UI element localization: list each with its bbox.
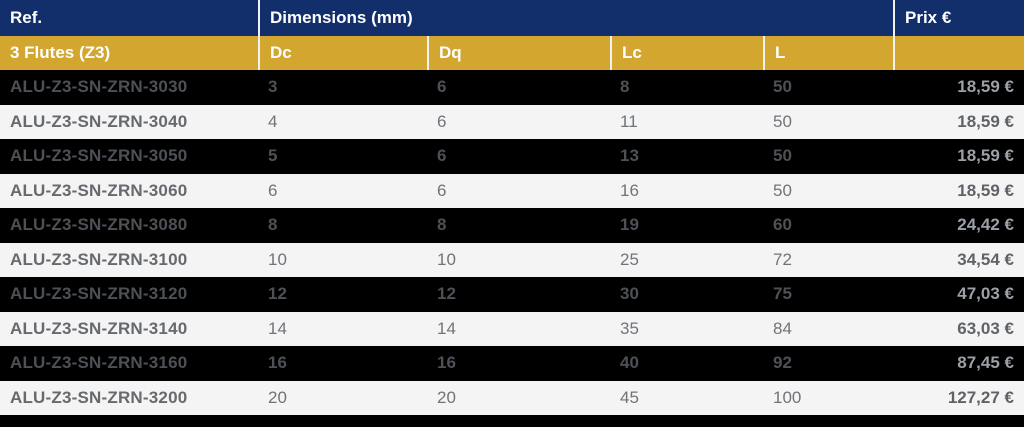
- table-row: ALU-Z3-SN-ZRN-3120 12 12 30 75 47,03 €: [0, 277, 1024, 312]
- lc-cell: 30: [620, 284, 639, 304]
- dc-cell: 16: [268, 353, 287, 373]
- dc-cell: 8: [268, 215, 278, 235]
- dq-cell: 8: [437, 215, 447, 235]
- lc-cell: 45: [620, 387, 639, 407]
- price-cell: 127,27 €: [947, 387, 1014, 407]
- price-cell: 18,59 €: [957, 146, 1014, 166]
- l-cell: 100: [773, 387, 802, 407]
- table-row: ALU-Z3-SN-ZRN-3100 10 10 25 72 34,54 €: [0, 242, 1024, 277]
- header-ref: Ref.: [10, 8, 43, 27]
- ref-cell: ALU-Z3-SN-ZRN-3060: [10, 180, 188, 200]
- l-cell: 72: [773, 249, 792, 269]
- price-cell: 63,03 €: [957, 318, 1014, 338]
- price-cell: 18,59 €: [957, 77, 1014, 97]
- ref-cell: ALU-Z3-SN-ZRN-3120: [10, 284, 188, 304]
- table-subheader-row: 3 Flutes (Z3) Dc Dq Lc L: [0, 36, 1024, 70]
- subheader-empty: [893, 36, 1024, 70]
- l-cell: 60: [773, 215, 792, 235]
- table-row: ALU-Z3-SN-ZRN-3060 6 6 16 50 18,59 €: [0, 173, 1024, 208]
- ref-cell: ALU-Z3-SN-ZRN-3080: [10, 215, 188, 235]
- dq-cell: 10: [437, 249, 456, 269]
- ref-cell: ALU-Z3-SN-ZRN-3200: [10, 387, 188, 407]
- table-row: ALU-Z3-SN-ZRN-3080 8 8 19 60 24,42 €: [0, 208, 1024, 243]
- subheader-group: 3 Flutes (Z3): [10, 43, 111, 62]
- table-row: ALU-Z3-SN-ZRN-3200 20 20 45 100 127,27 €: [0, 380, 1024, 415]
- dc-cell: 12: [268, 284, 287, 304]
- ref-cell: ALU-Z3-SN-ZRN-3160: [10, 353, 188, 373]
- table-header-row: Ref. Dimensions (mm) Prix €: [0, 0, 1024, 36]
- ref-cell: ALU-Z3-SN-ZRN-3100: [10, 249, 188, 269]
- dc-cell: 5: [268, 146, 278, 166]
- lc-cell: 11: [620, 111, 638, 131]
- dc-cell: 10: [268, 249, 287, 269]
- table-row: ALU-Z3-SN-ZRN-3030 3 6 8 50 18,59 €: [0, 70, 1024, 105]
- ref-cell: ALU-Z3-SN-ZRN-3140: [10, 318, 188, 338]
- l-cell: 50: [773, 77, 792, 97]
- lc-cell: 8: [620, 77, 630, 97]
- dc-cell: 14: [268, 318, 287, 338]
- table-row: ALU-Z3-SN-ZRN-3160 16 16 40 92 87,45 €: [0, 346, 1024, 381]
- price-cell: 18,59 €: [957, 111, 1014, 131]
- dq-cell: 14: [437, 318, 456, 338]
- dq-cell: 16: [437, 353, 456, 373]
- dc-cell: 6: [268, 180, 278, 200]
- lc-cell: 19: [620, 215, 639, 235]
- l-cell: 75: [773, 284, 792, 304]
- subheader-dc: Dc: [258, 36, 427, 70]
- l-cell: 50: [773, 146, 792, 166]
- l-cell: 50: [773, 111, 792, 131]
- dq-cell: 6: [437, 111, 447, 131]
- lc-cell: 13: [620, 146, 639, 166]
- ref-cell: ALU-Z3-SN-ZRN-3050: [10, 146, 188, 166]
- table-row: ALU-Z3-SN-ZRN-3040 4 6 11 50 18,59 €: [0, 104, 1024, 139]
- price-cell: 87,45 €: [957, 353, 1014, 373]
- lc-cell: 35: [620, 318, 639, 338]
- ref-cell: ALU-Z3-SN-ZRN-3040: [10, 111, 188, 131]
- dc-cell: 4: [268, 111, 278, 131]
- price-cell: 18,59 €: [957, 180, 1014, 200]
- dc-cell: 3: [268, 77, 278, 97]
- l-cell: 84: [773, 318, 792, 338]
- table-row-partial: [0, 415, 1024, 427]
- table-row: ALU-Z3-SN-ZRN-3140 14 14 35 84 63,03 €: [0, 311, 1024, 346]
- dq-cell: 6: [437, 180, 447, 200]
- price-cell: 24,42 €: [957, 215, 1014, 235]
- header-price: Prix €: [893, 0, 1024, 36]
- dc-cell: 20: [268, 387, 287, 407]
- lc-cell: 16: [620, 180, 639, 200]
- header-dimensions: Dimensions (mm): [258, 0, 893, 36]
- dq-cell: 6: [437, 146, 447, 166]
- subheader-lc: Lc: [610, 36, 763, 70]
- table-row: ALU-Z3-SN-ZRN-3050 5 6 13 50 18,59 €: [0, 139, 1024, 174]
- l-cell: 50: [773, 180, 792, 200]
- subheader-l: L: [763, 36, 893, 70]
- dq-cell: 6: [437, 77, 447, 97]
- price-cell: 47,03 €: [957, 284, 1014, 304]
- lc-cell: 40: [620, 353, 639, 373]
- lc-cell: 25: [620, 249, 639, 269]
- l-cell: 92: [773, 353, 792, 373]
- subheader-dq: Dq: [427, 36, 610, 70]
- price-cell: 34,54 €: [957, 249, 1014, 269]
- dq-cell: 12: [437, 284, 456, 304]
- ref-cell: ALU-Z3-SN-ZRN-3030: [10, 77, 188, 97]
- dq-cell: 20: [437, 387, 456, 407]
